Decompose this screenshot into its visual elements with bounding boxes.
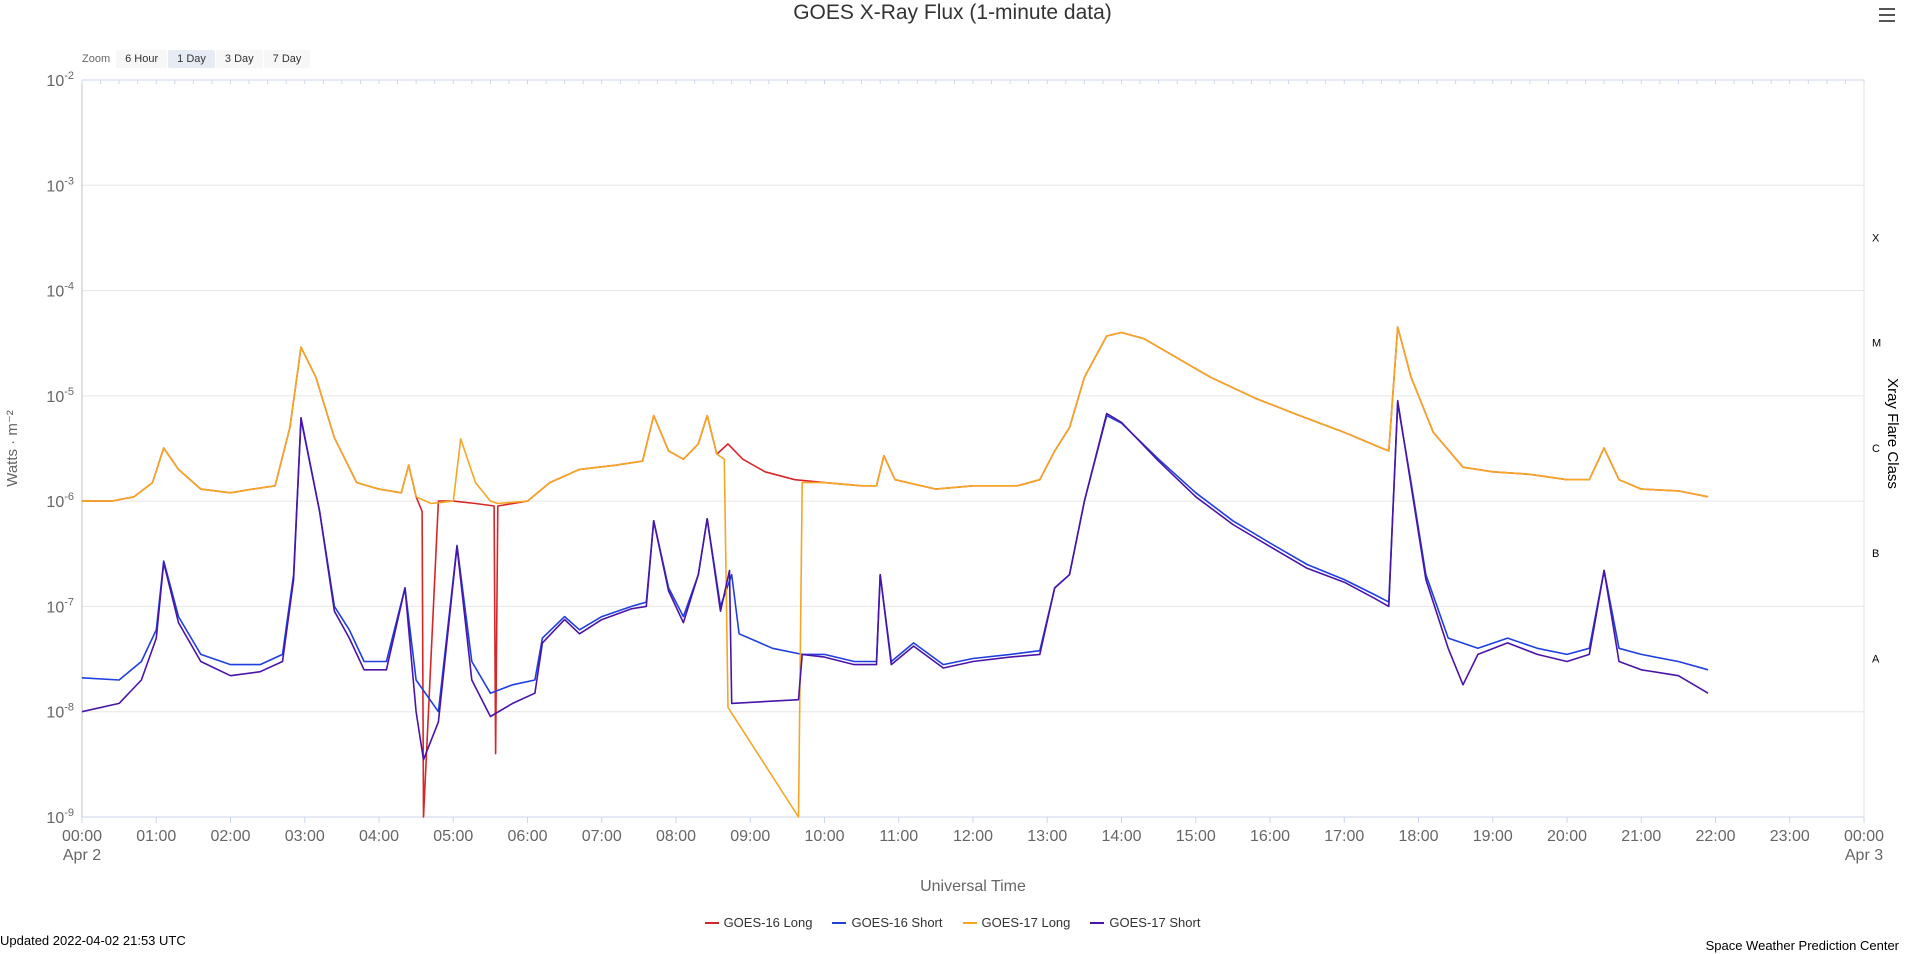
- chart-title: GOES X-Ray Flux (1-minute data): [793, 1, 1112, 24]
- x-tick-label: 20:00: [1547, 828, 1587, 845]
- hamburger-menu-icon[interactable]: [1875, 4, 1899, 24]
- credits-link[interactable]: Space Weather Prediction Center: [1705, 938, 1899, 953]
- menu-bar: [1879, 8, 1895, 10]
- legend-item-goes17-long[interactable]: GOES-17 Long: [962, 915, 1071, 930]
- x-tick-label: 03:00: [285, 828, 325, 845]
- legend-label: GOES-17 Short: [1109, 915, 1201, 930]
- x-tick-label: 10:00: [804, 828, 844, 845]
- x-tick-label: 09:00: [730, 828, 770, 845]
- x-tick-label: 13:00: [1027, 828, 1067, 845]
- series-line-goes-16-long: [82, 326, 1709, 818]
- legend-swatch: [1090, 921, 1105, 924]
- legend-label: GOES-17 Long: [981, 915, 1071, 930]
- series-line-goes-17-long: [82, 326, 1709, 818]
- grid-layer: [82, 79, 1864, 818]
- x-tick-label: 01:00: [136, 828, 176, 845]
- y-tick-label: 10-2: [46, 70, 74, 90]
- series-line-goes-17-short: [81, 399, 1709, 761]
- flare-class-label: M: [1872, 338, 1881, 350]
- x-tick-label: 21:00: [1621, 828, 1661, 845]
- y-axis-title: Watts · m⁻²: [4, 410, 21, 487]
- y-tick-label: 10-4: [46, 281, 74, 301]
- x-tick-label: 17:00: [1324, 828, 1364, 845]
- y-tick-label: 10-3: [46, 175, 74, 195]
- flare-class-label: X: [1872, 232, 1880, 244]
- x-tick-label: 06:00: [507, 828, 547, 845]
- x-tick-label: 05:00: [433, 828, 473, 845]
- zoom-7-day-button[interactable]: 7 Day: [263, 50, 311, 68]
- x-date-label: Apr 2: [63, 847, 101, 864]
- axis-layer: 10-210-310-410-510-610-710-810-900:00 01:…: [46, 70, 1884, 864]
- x-tick-label: 11:00: [879, 828, 918, 845]
- zoom-6-hour-button[interactable]: 6 Hour: [116, 50, 168, 68]
- x-tick-label: 07:00: [582, 828, 622, 845]
- legend: GOES-16 Long GOES-16 Short GOES-17 Long …: [0, 915, 1905, 930]
- x-tick-label: 00:00: [62, 828, 102, 845]
- x-tick-label: 15:00: [1176, 828, 1216, 845]
- legend-item-goes16-short[interactable]: GOES-16 Short: [832, 915, 943, 930]
- x-tick-label: 02:00: [210, 828, 250, 845]
- flare-class-label: A: [1872, 654, 1880, 666]
- legend-swatch: [704, 921, 719, 924]
- x-tick-label: 08:00: [656, 828, 696, 845]
- zoom-bar: Zoom 6 Hour 1 Day 3 Day 7 Day: [82, 48, 311, 70]
- flare-class-label: C: [1872, 443, 1880, 455]
- x-date-label: Apr 3: [1845, 847, 1883, 864]
- flare-class-label: B: [1872, 548, 1879, 560]
- y-tick-label: 10-9: [46, 807, 74, 827]
- x-tick-label: 04:00: [359, 828, 399, 845]
- x-tick-label: 12:00: [953, 828, 993, 845]
- legend-label: GOES-16 Long: [723, 915, 813, 930]
- flare-class-axis-title: Xray Flare Class: [1884, 378, 1901, 489]
- legend-item-goes16-long[interactable]: GOES-16 Long: [704, 915, 813, 930]
- zoom-1-day-button[interactable]: 1 Day: [168, 50, 215, 68]
- menu-bar: [1879, 20, 1895, 22]
- legend-label: GOES-16 Short: [851, 915, 943, 930]
- x-tick-label: 14:00: [1101, 828, 1141, 845]
- y-tick-label: 10-5: [46, 386, 74, 406]
- x-axis-title: Universal Time: [920, 878, 1026, 895]
- series-layer: [81, 326, 1709, 818]
- zoom-label: Zoom: [82, 53, 111, 65]
- legend-swatch: [832, 921, 847, 924]
- y-tick-label: 10-8: [46, 702, 74, 722]
- x-tick-label: 19:00: [1473, 828, 1513, 845]
- x-tick-label: 22:00: [1695, 828, 1735, 845]
- x-tick-label: 18:00: [1398, 828, 1438, 845]
- menu-bar: [1879, 14, 1895, 16]
- legend-item-goes17-short[interactable]: GOES-17 Short: [1090, 915, 1200, 930]
- y-tick-label: 10-6: [46, 491, 74, 511]
- zoom-3-day-button[interactable]: 3 Day: [215, 50, 263, 68]
- legend-swatch: [962, 921, 977, 924]
- x-tick-label: 23:00: [1770, 828, 1810, 845]
- x-tick-label: 16:00: [1250, 828, 1290, 845]
- x-tick-label: 00:00: [1844, 828, 1884, 845]
- updated-timestamp: Updated 2022-04-02 21:53 UTC: [0, 933, 186, 948]
- y-tick-label: 10-7: [46, 596, 74, 616]
